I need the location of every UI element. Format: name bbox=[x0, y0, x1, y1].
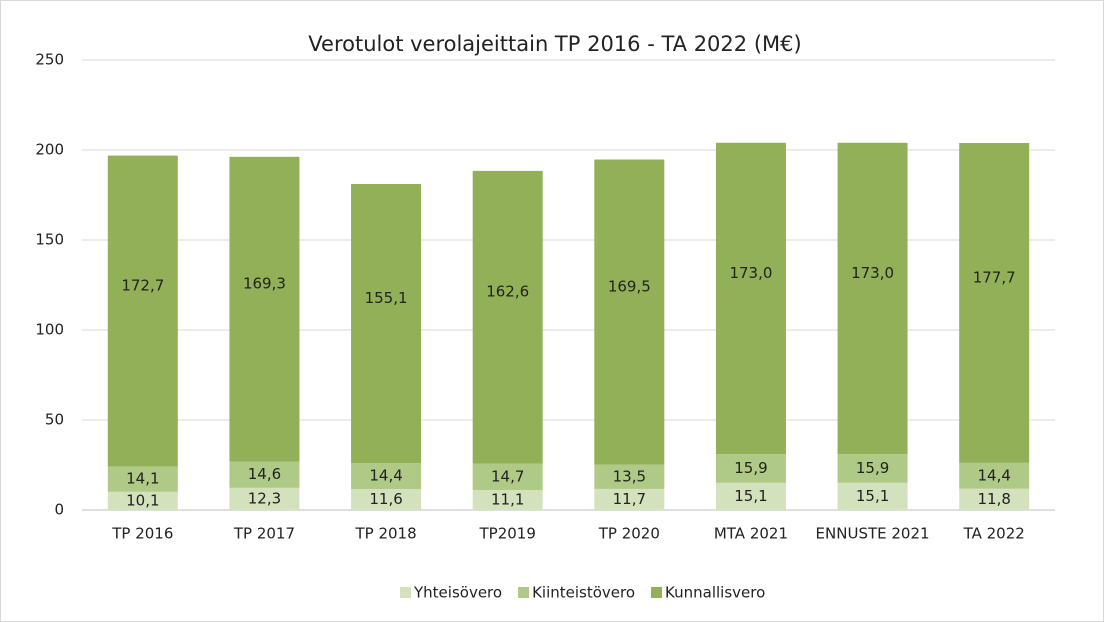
data-label: 15,9 bbox=[856, 459, 889, 477]
data-label: 14,1 bbox=[126, 470, 159, 488]
bar-segment bbox=[229, 156, 300, 462]
x-tick-label: TP2019 bbox=[478, 525, 535, 543]
data-label: 10,1 bbox=[126, 491, 159, 509]
bar-segment bbox=[472, 170, 543, 464]
data-label: 14,4 bbox=[977, 466, 1010, 484]
y-tick-label: 0 bbox=[54, 501, 64, 519]
data-label: 11,6 bbox=[369, 490, 402, 508]
bar-segment bbox=[959, 142, 1030, 463]
legend-label: Yhteisövero bbox=[413, 584, 502, 602]
legend-swatch bbox=[651, 587, 663, 598]
x-tick-label: TP 2018 bbox=[354, 525, 416, 543]
data-label: 173,0 bbox=[729, 264, 772, 282]
data-label: 15,1 bbox=[856, 487, 889, 505]
bar-segment bbox=[959, 488, 1030, 510]
bar-segment bbox=[959, 462, 1030, 489]
x-tick-label: ENNUSTE 2021 bbox=[816, 525, 930, 543]
data-label: 169,3 bbox=[243, 275, 286, 293]
data-label: 15,9 bbox=[734, 459, 767, 477]
data-label: 14,6 bbox=[248, 465, 281, 483]
data-label: 12,3 bbox=[248, 489, 281, 507]
data-label: 15,1 bbox=[734, 487, 767, 505]
bar-segment bbox=[594, 488, 665, 510]
y-tick-label: 250 bbox=[35, 51, 64, 69]
y-tick-label: 50 bbox=[45, 411, 64, 429]
bar-segment bbox=[472, 463, 543, 491]
bar-segment bbox=[229, 461, 300, 488]
x-tick-label: MTA 2021 bbox=[714, 525, 788, 543]
data-label: 155,1 bbox=[365, 289, 408, 307]
y-tick-label: 200 bbox=[35, 141, 64, 159]
x-tick-label: TP 2020 bbox=[598, 525, 660, 543]
data-label: 11,7 bbox=[613, 490, 646, 508]
bar-segment bbox=[351, 184, 422, 464]
legend-swatch bbox=[518, 587, 530, 598]
data-label: 172,7 bbox=[121, 277, 164, 295]
data-label: 173,0 bbox=[851, 264, 894, 282]
data-label: 162,6 bbox=[486, 283, 529, 301]
x-tick-label: TP 2017 bbox=[233, 525, 295, 543]
bar-segment bbox=[837, 482, 908, 510]
data-label: 11,8 bbox=[977, 490, 1010, 508]
x-tick-label: TA 2022 bbox=[963, 525, 1025, 543]
bar-segment bbox=[715, 482, 786, 510]
bar-segment bbox=[837, 142, 908, 455]
bar-segment bbox=[594, 464, 665, 489]
bar-segment bbox=[107, 466, 178, 492]
bar-segment bbox=[594, 159, 665, 465]
bar-segment bbox=[107, 155, 178, 467]
data-label: 13,5 bbox=[613, 467, 646, 485]
bar-segment bbox=[715, 454, 786, 483]
legend-swatch bbox=[400, 587, 411, 598]
y-tick-label: 150 bbox=[35, 231, 64, 249]
bar-segment bbox=[472, 490, 543, 510]
bar-segment bbox=[229, 487, 300, 510]
legend-label: Kunnallisvero bbox=[665, 584, 765, 602]
bar-segment bbox=[715, 142, 786, 455]
x-tick-label: TP 2016 bbox=[111, 525, 173, 543]
data-label: 14,4 bbox=[369, 467, 402, 485]
y-tick-label: 100 bbox=[35, 321, 64, 339]
chart-title: Verotulot verolajeittain TP 2016 - TA 20… bbox=[308, 32, 801, 56]
bar-segment bbox=[351, 489, 422, 510]
data-label: 14,7 bbox=[491, 467, 524, 485]
bar-segment bbox=[837, 454, 908, 483]
bar-segment bbox=[107, 491, 178, 510]
data-label: 177,7 bbox=[973, 268, 1016, 286]
bar-segment bbox=[351, 463, 422, 490]
legend-label: Kiinteistövero bbox=[532, 584, 635, 602]
data-label: 169,5 bbox=[608, 278, 651, 296]
data-label: 11,1 bbox=[491, 491, 524, 509]
